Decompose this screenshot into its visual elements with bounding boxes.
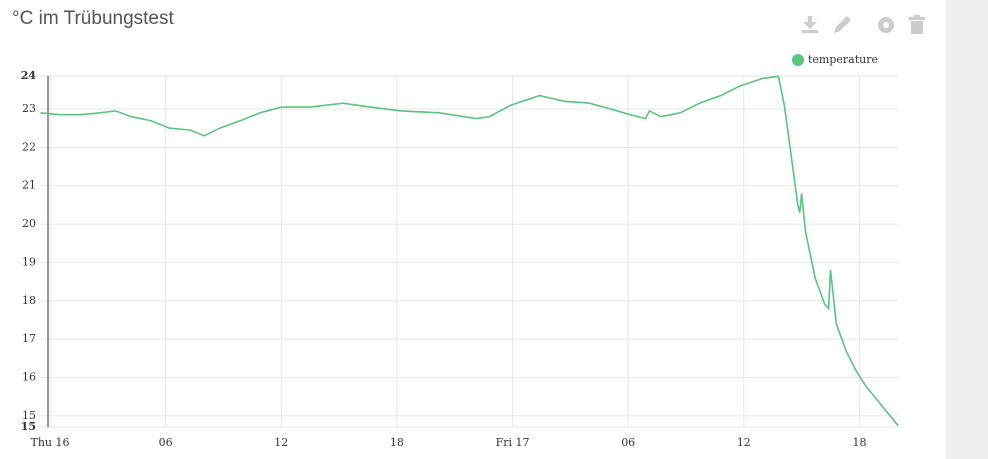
y-tick-label: 17 [22,332,36,345]
y-tick-label: 19 [22,255,36,268]
legend-swatch [792,54,804,66]
x-tick-label: 06 [159,436,173,449]
toolbar [802,15,925,34]
delete-icon[interactable] [909,15,925,34]
x-tick-label: Thu 16 [31,436,70,449]
widget-title: °C im Trübungstest [12,8,174,29]
y-tick-label: 20 [22,217,36,230]
x-tick-label: 18 [390,436,404,449]
x-tick-label: 18 [852,436,866,449]
y-tick-label: 23 [22,102,36,115]
x-tick-label: 12 [274,436,288,449]
data-line [40,75,899,427]
x-tick-label: Fri 17 [496,436,530,449]
y-tick-label: 15 [22,409,36,422]
settings-icon[interactable] [878,17,894,33]
x-tick-label: 06 [621,436,635,449]
y-tick-label: 22 [22,140,36,153]
legend-label: temperature [808,53,878,66]
download-icon[interactable] [802,16,818,33]
edit-icon[interactable] [834,16,851,33]
side-strip [946,0,988,459]
y-tick-label: 15 [21,420,36,433]
y-tick-label: 16 [22,371,36,384]
y-tick-label: 21 [22,179,36,192]
y-tick-label: 18 [22,294,36,307]
x-tick-label: 12 [737,436,751,449]
y-tick-label: 24 [21,69,37,82]
